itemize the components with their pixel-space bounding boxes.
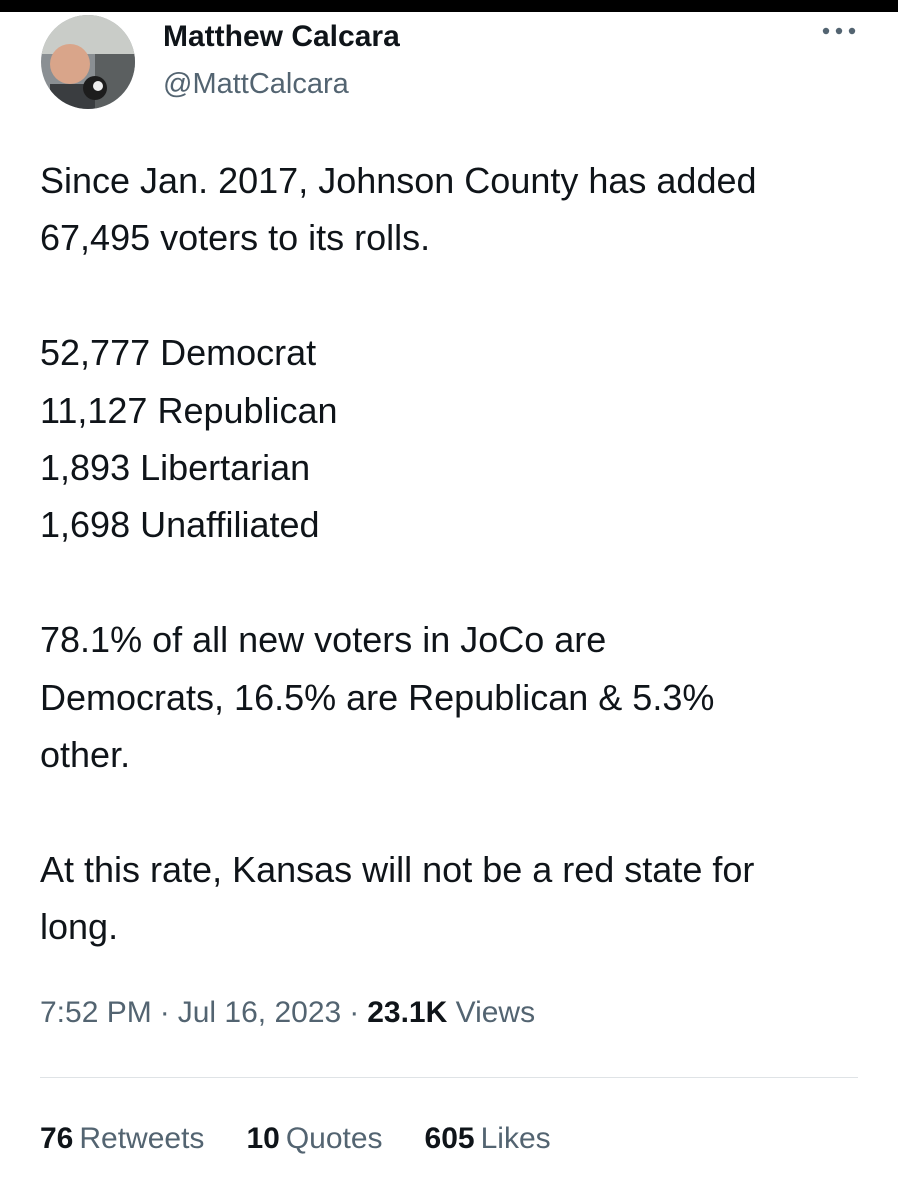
tweet-line: 78.1% of all new voters in JoCo are — [40, 619, 607, 661]
tweet-stats: 76 Retweets 10 Quotes 605 Likes — [40, 1122, 593, 1156]
date[interactable]: Jul 16, 2023 — [177, 996, 342, 1029]
more-button[interactable] — [822, 26, 856, 36]
stat-label: Quotes — [285, 1122, 383, 1155]
tweet-line: Democrats, 16.5% are Republican & 5.3% — [40, 676, 715, 718]
top-bar — [0, 0, 898, 12]
tweet-line: long. — [40, 906, 119, 948]
tweet-line: Since Jan. 2017, Johnson County has adde… — [40, 160, 757, 201]
stat-count: 10 — [246, 1122, 280, 1155]
tweet-line: 1,698 Unaffiliated — [40, 504, 320, 546]
stat[interactable]: 605 Likes — [425, 1122, 551, 1155]
user-name[interactable]: Matthew Calcara — [163, 20, 400, 53]
views-count: 23.1K — [367, 996, 448, 1029]
separator: · — [349, 996, 360, 1029]
stat-count: 605 — [424, 1122, 475, 1155]
avatar[interactable] — [40, 14, 136, 110]
stat-label: Likes — [480, 1122, 551, 1155]
tweet-line: 52,777 Democrat — [40, 332, 317, 374]
stat-count: 76 — [40, 1122, 74, 1155]
user-handle[interactable]: @MattCalcara — [163, 68, 349, 100]
tweet-line: 11,127 Republican — [40, 389, 338, 431]
divider — [40, 1077, 858, 1078]
time[interactable]: 7:52 PM — [40, 996, 152, 1029]
tweet-line: At this rate, Kansas will not be a red s… — [40, 848, 755, 890]
views-label: Views — [455, 996, 536, 1029]
separator: · — [159, 996, 170, 1029]
stat[interactable]: 76 Retweets — [40, 1122, 204, 1155]
stat-label: Retweets — [79, 1122, 205, 1155]
stat[interactable]: 10 Quotes — [246, 1122, 382, 1155]
tweet-meta: 7:52 PM · Jul 16, 2023 · 23.1K Views — [40, 996, 543, 1030]
tweet-line: 1,893 Libertarian — [40, 447, 311, 488]
tweet-line: 67,495 voters to its rolls. — [40, 217, 431, 259]
tweet-line: other. — [40, 734, 131, 775]
